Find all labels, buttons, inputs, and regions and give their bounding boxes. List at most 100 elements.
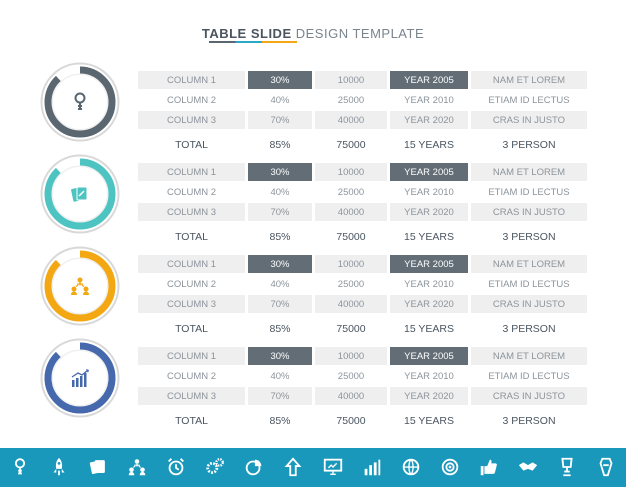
total-cell: 75000 [336, 139, 366, 151]
table-cell: YEAR 2005 [390, 71, 468, 89]
cards-icon [87, 456, 109, 478]
monitor-icon [322, 456, 344, 478]
progress-gauge [40, 154, 120, 234]
team-icon [126, 456, 148, 478]
table-cell: CRAS IN JUSTO [471, 203, 587, 221]
thumbs-up-icon [478, 456, 500, 478]
total-cell: TOTAL [175, 139, 208, 151]
table-cell: 25000 [337, 278, 365, 290]
table-cell: COLUMN 2 [166, 370, 217, 382]
table-cell: COLUMN 3 [138, 203, 245, 221]
table-row: COLUMN 1 30% 10000 YEAR 2005 NAM ET LOREM [138, 163, 587, 181]
table-cell: 40000 [315, 387, 387, 405]
total-cell: 75000 [336, 415, 366, 427]
title-underline [209, 41, 297, 43]
table-cell: 70% [248, 295, 312, 313]
table-cell: 40% [270, 186, 290, 198]
table-row: COLUMN 3 70% 40000 YEAR 2020 CRAS IN JUSTO [138, 203, 587, 221]
table-row: COLUMN 3 70% 40000 YEAR 2020 CRAS IN JUSTO [138, 111, 587, 129]
table-cell: 10000 [315, 163, 387, 181]
rocket-icon [48, 456, 70, 478]
team-icon [68, 274, 92, 298]
idea-key-icon [68, 90, 92, 114]
badge-icon [595, 456, 617, 478]
total-cell: 3 PERSON [502, 139, 556, 151]
table-cell: COLUMN 2 [166, 186, 217, 198]
table-cell: YEAR 2010 [404, 370, 454, 382]
total-cell: TOTAL [175, 231, 208, 243]
table-cell: YEAR 2005 [390, 163, 468, 181]
total-cell: 85% [269, 323, 291, 335]
table-cell: YEAR 2020 [390, 111, 468, 129]
progress-gauge [40, 62, 120, 142]
pie-chart-icon [243, 456, 265, 478]
table-cell: 40% [270, 278, 290, 290]
table-cell: CRAS IN JUSTO [471, 295, 587, 313]
growth-chart-icon [68, 366, 92, 390]
table-cell: ETIAM ID LECTUS [488, 94, 570, 106]
table-row: COLUMN 1 30% 10000 YEAR 2005 NAM ET LOREM [138, 71, 587, 89]
table-total-row: TOTAL 85% 75000 15 YEARS 3 PERSON [138, 318, 587, 340]
total-cell: 15 YEARS [403, 415, 454, 427]
table-row: COLUMN 2 40% 25000 YEAR 2010 ETIAM ID LECTUS [138, 275, 587, 293]
table-cell: 40000 [315, 111, 387, 129]
page-title: TABLE SLIDE DESIGN TEMPLATE [0, 26, 626, 43]
title-light: DESIGN TEMPLATE [291, 26, 425, 41]
trophy-icon [556, 456, 578, 478]
target-icon [439, 456, 461, 478]
table-cell: ETIAM ID LECTUS [488, 186, 570, 198]
table-cell: 30% [248, 347, 312, 365]
table-total-row: TOTAL 85% 75000 15 YEARS 3 PERSON [138, 226, 587, 248]
cards-icon [68, 182, 92, 206]
table-cell: ETIAM ID LECTUS [488, 278, 570, 290]
table-row: COLUMN 3 70% 40000 YEAR 2020 CRAS IN JUSTO [138, 295, 587, 313]
table-total-row: TOTAL 85% 75000 15 YEARS 3 PERSON [138, 410, 587, 432]
table-cell: YEAR 2010 [404, 94, 454, 106]
globe-icon [400, 456, 422, 478]
table-cell: 40000 [315, 203, 387, 221]
gears-icon [204, 456, 226, 478]
table-cell: 30% [248, 71, 312, 89]
bar-chart-icon [361, 456, 383, 478]
total-cell: 75000 [336, 231, 366, 243]
table-cell: CRAS IN JUSTO [471, 387, 587, 405]
table-cell: COLUMN 3 [138, 295, 245, 313]
table-row: COLUMN 2 40% 25000 YEAR 2010 ETIAM ID LECTUS [138, 183, 587, 201]
table-row: COLUMN 1 30% 10000 YEAR 2005 NAM ET LOREM [138, 347, 587, 365]
handshake-icon [517, 456, 539, 478]
table-cell: NAM ET LOREM [471, 163, 587, 181]
table-cell: 10000 [315, 347, 387, 365]
table-row: COLUMN 2 40% 25000 YEAR 2010 ETIAM ID LECTUS [138, 91, 587, 109]
table-cell: 40% [270, 94, 290, 106]
table-cell: NAM ET LOREM [471, 347, 587, 365]
total-cell: 85% [269, 415, 291, 427]
table-cell: 70% [248, 387, 312, 405]
table-cell: COLUMN 1 [138, 163, 245, 181]
total-cell: 85% [269, 139, 291, 151]
table-cell: ETIAM ID LECTUS [488, 370, 570, 382]
idea-key-icon [9, 456, 31, 478]
total-cell: 15 YEARS [403, 139, 454, 151]
table-cell: COLUMN 1 [138, 71, 245, 89]
table-cell: COLUMN 3 [138, 387, 245, 405]
table-cell: 70% [248, 203, 312, 221]
total-cell: TOTAL [175, 415, 208, 427]
table-cell: COLUMN 2 [166, 278, 217, 290]
total-cell: 75000 [336, 323, 366, 335]
table-cell: COLUMN 3 [138, 111, 245, 129]
table-cell: YEAR 2020 [390, 295, 468, 313]
total-cell: 85% [269, 231, 291, 243]
table-cell: YEAR 2005 [390, 347, 468, 365]
table-total-row: TOTAL 85% 75000 15 YEARS 3 PERSON [138, 134, 587, 156]
table-cell: 25000 [337, 370, 365, 382]
table-cell: YEAR 2010 [404, 278, 454, 290]
table-row: COLUMN 1 30% 10000 YEAR 2005 NAM ET LOREM [138, 255, 587, 273]
total-cell: 15 YEARS [403, 323, 454, 335]
table-cell: COLUMN 2 [166, 94, 217, 106]
title-bold: TABLE SLIDE [201, 26, 292, 41]
table-cell: YEAR 2020 [390, 387, 468, 405]
table-cell: 30% [248, 255, 312, 273]
total-cell: 3 PERSON [502, 323, 556, 335]
progress-gauge [40, 246, 120, 326]
table-row: COLUMN 3 70% 40000 YEAR 2020 CRAS IN JUSTO [138, 387, 587, 405]
